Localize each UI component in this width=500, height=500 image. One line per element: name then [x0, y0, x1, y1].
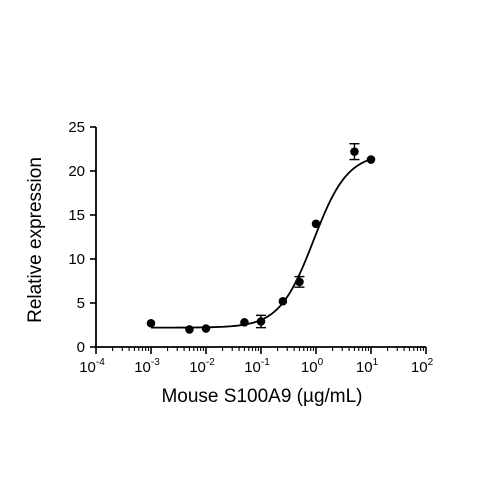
- y-tick-label: 25: [68, 119, 85, 136]
- x-tick-label: 102: [411, 357, 434, 376]
- y-axis-title: Relative expression: [25, 157, 46, 323]
- x-tick-label: 10-4: [79, 357, 105, 376]
- x-tick-label: 100: [301, 357, 324, 376]
- y-tick-label: 10: [68, 251, 85, 268]
- y-tick-label: 20: [68, 163, 85, 180]
- x-axis: 10-4 10-3 10-2 10-1 100 101 102: [79, 346, 434, 376]
- data-point: [240, 318, 249, 327]
- fit-curve: [151, 158, 372, 329]
- data-point: [311, 219, 321, 229]
- data-point: [185, 325, 194, 334]
- data-point: [256, 317, 266, 326]
- data-point: [366, 155, 376, 164]
- y-tick-label: 15: [68, 207, 85, 224]
- x-tick-label: 10-1: [244, 357, 270, 376]
- y-tick-label: 5: [77, 295, 85, 312]
- y-tick-label: 0: [77, 339, 85, 356]
- data-point: [146, 318, 156, 328]
- x-axis-title: Mouse S100A9 (µg/mL): [161, 386, 362, 407]
- data-points: [146, 143, 376, 334]
- data-point: [350, 147, 359, 156]
- x-tick-label: 10-3: [134, 357, 160, 376]
- x-tick-label: 10-2: [189, 357, 215, 376]
- data-point: [278, 296, 288, 306]
- data-point: [295, 277, 304, 287]
- x-tick-label: 101: [356, 357, 379, 376]
- y-axis: 0 5 10 15 20 25: [68, 119, 97, 356]
- data-point: [201, 324, 211, 333]
